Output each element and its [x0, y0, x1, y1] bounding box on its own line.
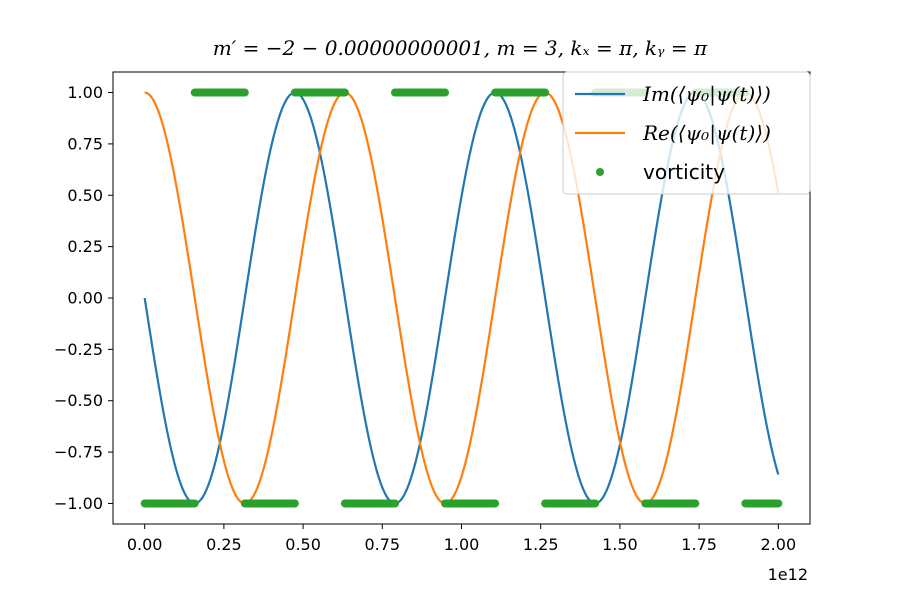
- legend-swatch: [596, 168, 604, 176]
- x-axis-offset-label: 1e12: [768, 565, 808, 584]
- x-axis: 0.00 0.25 0.50 0.75 1.00 1.25 1.50 1.75 2.00: [127, 524, 796, 554]
- y-tick-label: 0.50: [67, 186, 103, 205]
- y-tick-label: 0.00: [67, 289, 103, 308]
- x-tick-label: 0.50: [285, 535, 321, 554]
- y-tick-label: 1.00: [67, 83, 103, 102]
- x-tick-label: 2.00: [761, 535, 797, 554]
- y-tick-label: −0.75: [54, 443, 103, 462]
- y-axis: 1.00 0.75 0.50 0.25 0.00 −0.25 −0.50 −0.75 −1.00: [54, 83, 113, 513]
- legend-label: vorticity: [643, 160, 725, 184]
- y-tick-label: −0.50: [54, 391, 103, 410]
- legend-box: [562, 71, 811, 195]
- y-tick-label: 0.25: [67, 237, 103, 256]
- x-tick-label: 1.00: [444, 535, 480, 554]
- legend-label: Im(⟨ψ₀|ψ(t)⟩): [642, 82, 771, 107]
- chart-title: m′ = −2 − 0.00000000001, m = 3, kₓ = π, …: [213, 36, 708, 60]
- legend-label: Re(⟨ψ₀|ψ(t)⟩): [642, 121, 771, 146]
- y-tick-label: 0.75: [67, 134, 103, 153]
- x-tick-label: 0.75: [364, 535, 400, 554]
- x-tick-label: 0.00: [127, 535, 163, 554]
- y-tick-label: −0.25: [54, 340, 103, 359]
- y-tick-label: −1.00: [54, 494, 103, 513]
- legend: Im(⟨ψ₀|ψ(t)⟩) Re(⟨ψ₀|ψ(t)⟩) vorticity: [562, 71, 811, 195]
- x-tick-label: 1.25: [523, 535, 559, 554]
- x-tick-label: 0.25: [206, 535, 242, 554]
- x-tick-label: 1.75: [681, 535, 717, 554]
- x-tick-label: 1.50: [602, 535, 638, 554]
